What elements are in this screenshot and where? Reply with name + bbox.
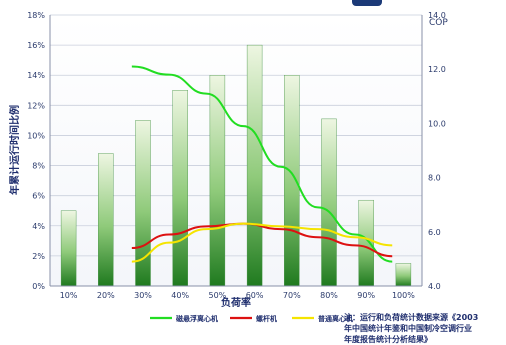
x-tick-label: 70%: [283, 291, 301, 300]
y-tick-label: 2%: [32, 252, 45, 261]
y2-tick-label: 6.0: [428, 228, 441, 237]
y-tick-label: 14%: [27, 71, 45, 80]
legend-label-0: 磁悬浮离心机: [176, 314, 218, 323]
y2-tick-label: 8.0: [428, 174, 441, 183]
series-line-2: [131, 222, 393, 263]
legend: 磁悬浮离心机 螺杆机 普通离心机: [150, 314, 353, 323]
bars: [60, 44, 412, 287]
x-tick-label: 80%: [320, 291, 338, 300]
y-tick-labels: 0% 2% 4% 6% 8% 10% 12% 14% 16% 18%: [27, 11, 45, 291]
x-tick-label: 90%: [357, 291, 375, 300]
y2-tick-label: 14.0: [428, 11, 446, 20]
legend-label-2: 普通离心机: [318, 314, 353, 323]
y-tick-label: 18%: [27, 11, 45, 20]
y2-axis-title: COP: [429, 18, 448, 28]
note-line-3: 年度报告统计分析结果》: [344, 334, 432, 344]
note-line-1: 注：运行和负荷统计数据来源《2003: [344, 312, 478, 322]
x-tick-label: 40%: [171, 291, 189, 300]
x-tick-labels: 10% 20% 30% 40% 50% 60% 70% 80% 90% 100%: [60, 291, 416, 300]
x-axis-title: 负荷率: [221, 296, 251, 309]
y2-tick-label: 4.0: [428, 282, 441, 291]
x-tick-label: 20%: [97, 291, 115, 300]
series-lines: [131, 65, 393, 263]
y-tick-label: 16%: [27, 41, 45, 50]
bar-60%: [246, 44, 263, 287]
y-tick-label: 8%: [32, 162, 45, 171]
y-tick-label: 12%: [27, 101, 45, 110]
bar-100%: [395, 263, 412, 287]
bar-90%: [358, 199, 374, 287]
series-line-1: [131, 222, 393, 258]
x-tick-label: 50%: [209, 291, 227, 300]
bar-20%: [98, 153, 114, 287]
note-line-2: 年中国统计年鉴和中国制冷空调行业: [344, 323, 472, 333]
bar-80%: [321, 118, 337, 287]
bar-40%: [172, 90, 188, 287]
y2-tick-labels: 4.0 6.0 8.0 10.0 12.0 14.0: [428, 11, 446, 291]
y-tick-label: 4%: [32, 222, 45, 231]
y-tick-label: 0%: [32, 282, 45, 291]
y-tick-label: 10%: [27, 131, 45, 140]
x-tick-label: 100%: [392, 291, 415, 300]
x-tick-label: 30%: [134, 291, 152, 300]
y-axis-title: 年累计运行时间比例: [8, 105, 21, 195]
x-tick-label: 60%: [246, 291, 264, 300]
corner-logo-fragment: [352, 0, 382, 6]
series-line-0: [131, 65, 393, 263]
bar-10%: [60, 210, 77, 287]
legend-label-1: 螺杆机: [256, 314, 277, 323]
y-tick-label: 6%: [32, 192, 45, 201]
y2-tick-label: 10.0: [428, 119, 446, 128]
x-tick-label: 10%: [60, 291, 78, 300]
axes: [49, 15, 423, 287]
y2-tick-label: 12.0: [428, 65, 446, 74]
